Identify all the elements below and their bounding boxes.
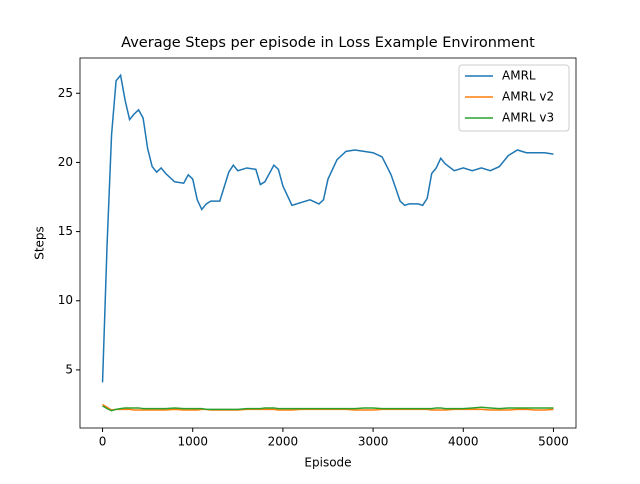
y-tick-label: 5 — [65, 362, 73, 376]
legend-label: AMRL v3 — [502, 111, 554, 125]
chart-title: Average Steps per episode in Loss Exampl… — [121, 35, 535, 51]
data-line — [102, 403, 554, 411]
x-tick-label: 2000 — [268, 435, 299, 449]
y-tick-label: 25 — [58, 86, 73, 100]
y-tick-label: 15 — [58, 224, 73, 238]
x-tick-label: 1000 — [177, 435, 208, 449]
x-tick-label: 0 — [99, 435, 107, 449]
data-line — [102, 405, 554, 412]
legend-label: AMRL — [502, 69, 536, 83]
y-axis-label: Steps — [33, 226, 47, 260]
y-tick-label: 20 — [58, 155, 73, 169]
x-tick-label: 3000 — [358, 435, 389, 449]
data-line — [101, 73, 554, 383]
plot-frame — [79, 57, 577, 429]
x-tick-label: 4000 — [448, 435, 479, 449]
legend-box — [458, 64, 570, 132]
y-tick-label: 10 — [58, 293, 73, 307]
x-axis-label: Episode — [304, 456, 351, 470]
legend-label: AMRL v2 — [502, 90, 554, 104]
x-tick-label: 5000 — [538, 435, 569, 449]
